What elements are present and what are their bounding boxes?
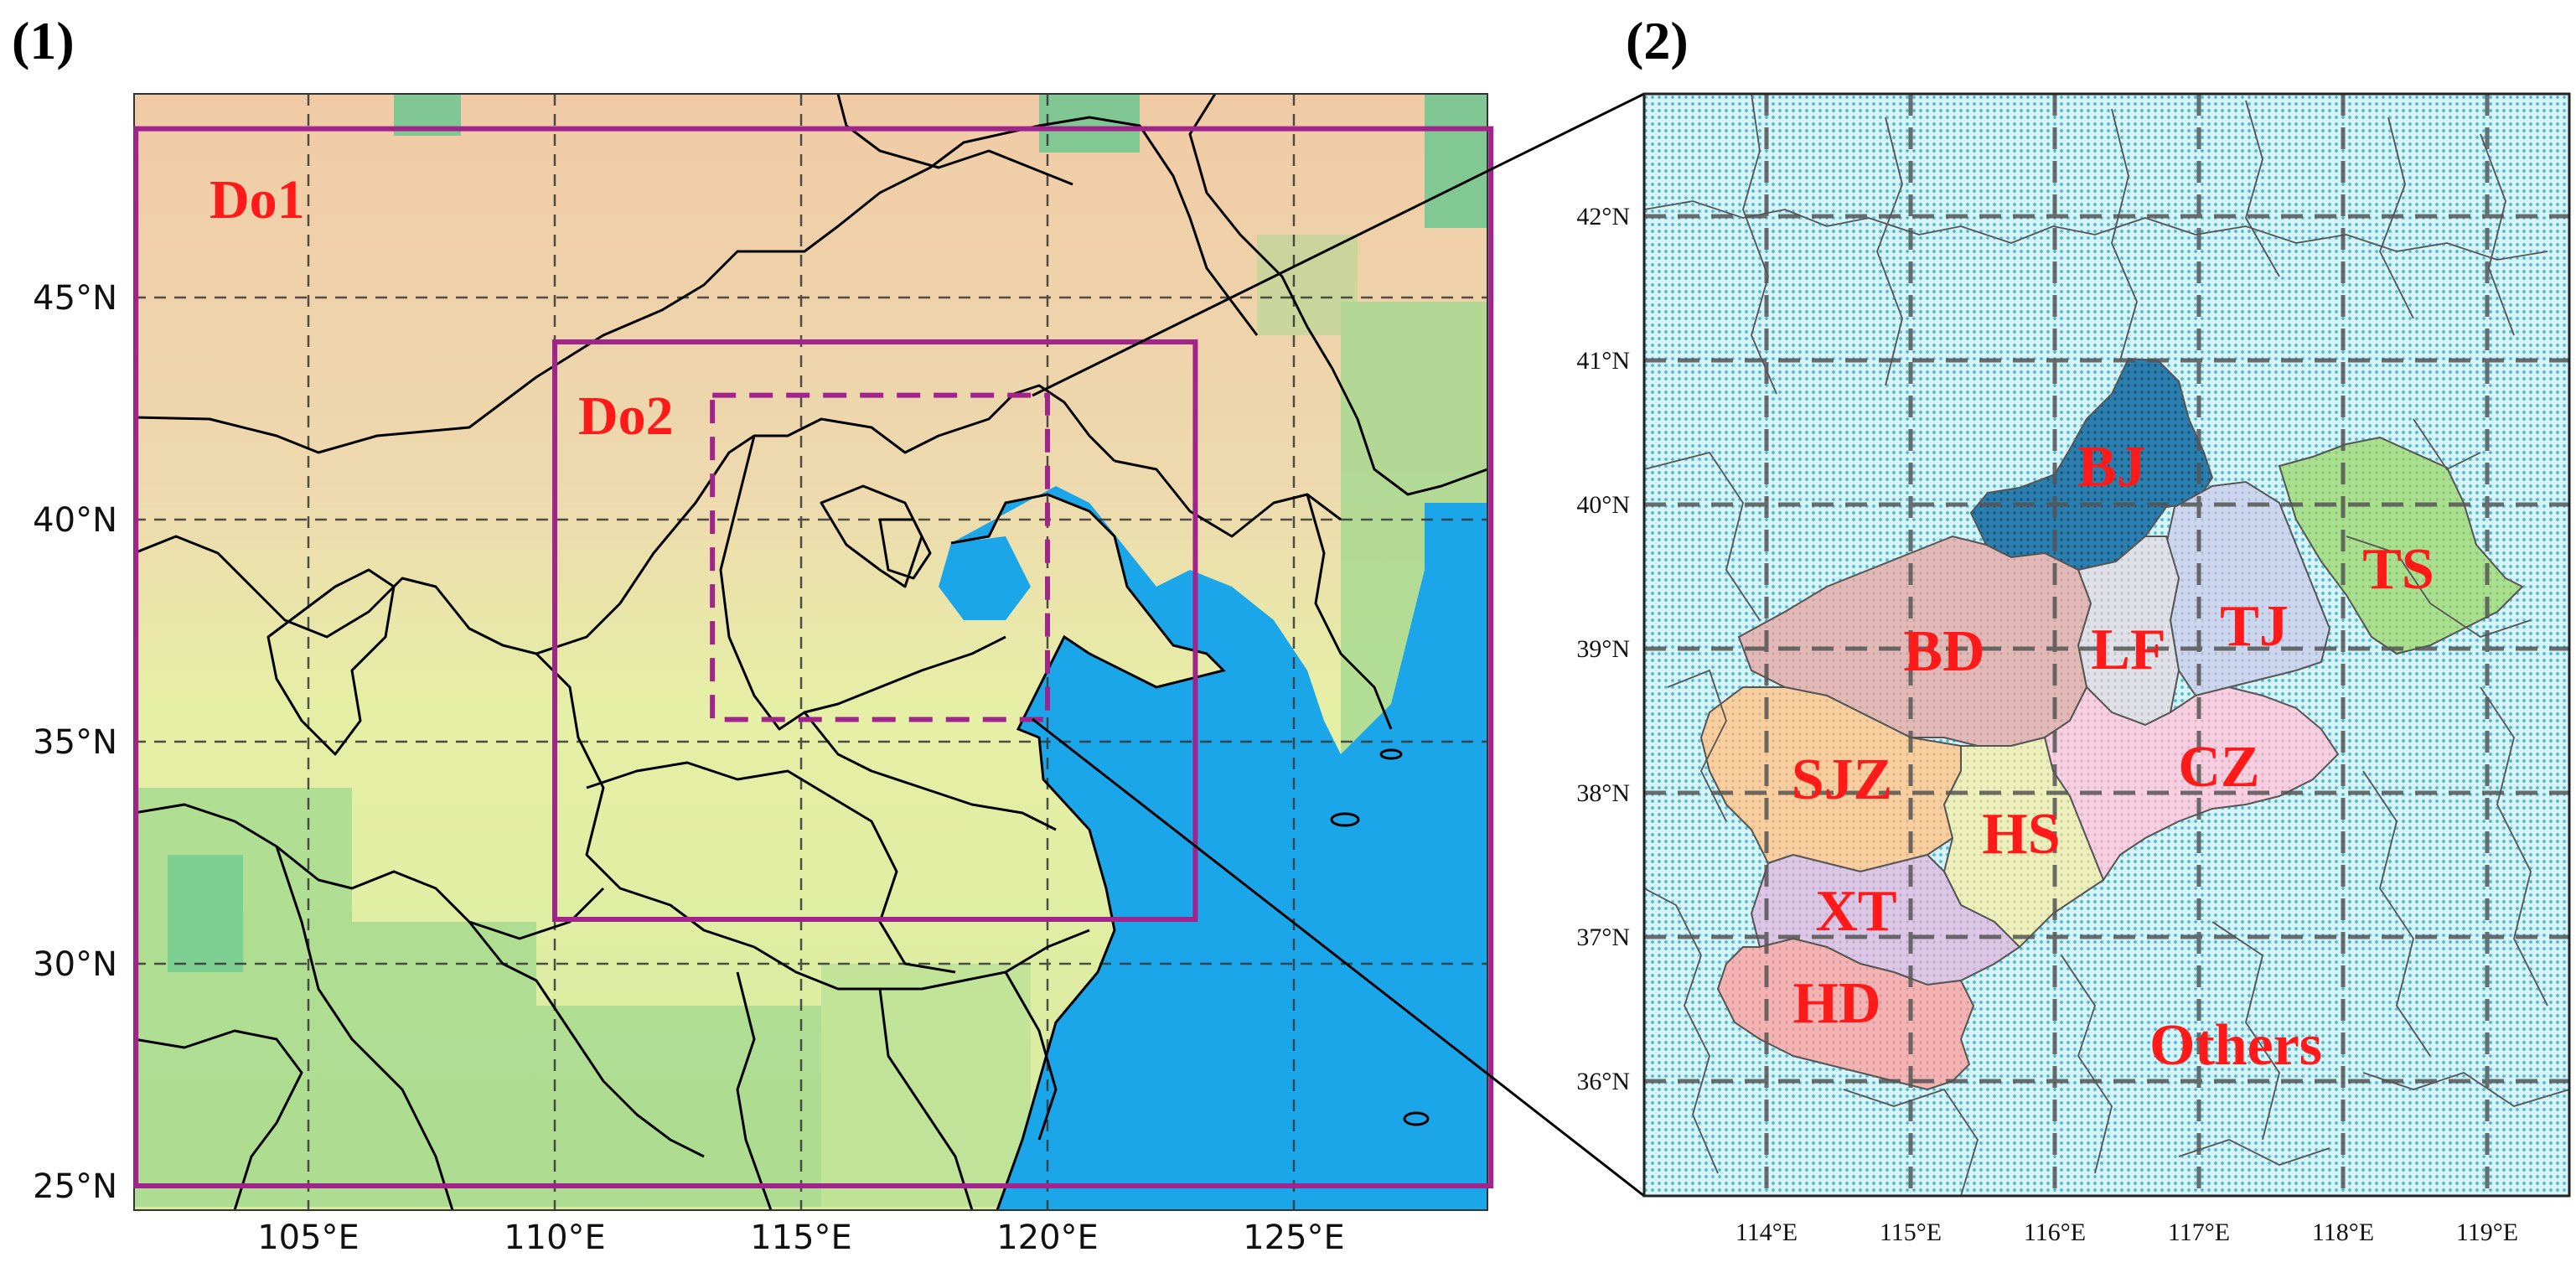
lat-tick-label: 36°N	[1576, 1068, 1630, 1095]
panel-2: (2)	[1576, 11, 2571, 1246]
vegetation-patches	[134, 94, 1487, 1207]
panel-1-map	[134, 94, 1487, 1210]
panel-2-label: (2)	[1626, 11, 1689, 70]
panel-1-tick-labels: 105°E 110°E 115°E 120°E 125°E 25°N 30°N 35°N 40°…	[33, 279, 1345, 1257]
lon-tick-label: 115°E	[750, 1219, 852, 1257]
domain-label-do2: Do2	[578, 386, 674, 447]
lon-tick-label: 125°E	[1243, 1219, 1345, 1257]
lon-tick-label: 118°E	[2312, 1219, 2374, 1246]
lon-tick-label: 119°E	[2456, 1219, 2518, 1246]
lat-tick-label: 39°N	[1576, 635, 1630, 663]
panel-1: (1)	[12, 11, 1494, 1257]
lat-tick-label: 41°N	[1576, 347, 1630, 375]
county-boundaries	[1644, 94, 2569, 1196]
lon-tick-label: 105°E	[257, 1219, 360, 1257]
sea-area	[951, 486, 1487, 1210]
lat-tick-label: 35°N	[33, 723, 117, 762]
region-labels: BJ TS TJ LF BD CZ SJZ HS XT HD Others	[1792, 435, 2434, 1078]
panel-2-graticule	[1644, 94, 2569, 1196]
panel-2-frame	[1642, 92, 2571, 1198]
lat-tick-label: 37°N	[1576, 924, 1630, 951]
lat-tick-label: 45°N	[33, 279, 117, 318]
region-label-tj: TJ	[2220, 594, 2289, 659]
zoom-connectors	[1032, 92, 1645, 1198]
lon-tick-label: 116°E	[2024, 1219, 2086, 1246]
region-label-bd: BD	[1903, 619, 1984, 684]
region-ts	[2278, 436, 2524, 655]
lon-tick-label: 120°E	[996, 1219, 1099, 1257]
panel-2-map	[1644, 94, 2569, 1196]
region-label-cz: CZ	[2178, 735, 2259, 800]
region-label-lf: LF	[2091, 618, 2165, 682]
panel-2-tick-labels: 114°E 115°E 116°E 117°E 118°E 119°E 36°N 37°N 38…	[1576, 203, 2518, 1246]
domain-label-do1: Do1	[209, 169, 305, 230]
region-label-sjz: SJZ	[1792, 748, 1893, 812]
coastline	[950, 493, 1226, 1210]
region-label-bj: BJ	[2077, 435, 2146, 499]
lat-tick-label: 40°N	[33, 501, 117, 540]
region-label-others: Others	[2149, 1013, 2322, 1078]
lon-tick-label: 110°E	[504, 1219, 606, 1257]
lon-tick-label: 117°E	[2168, 1219, 2230, 1246]
domain-boxes: Do1 Do2	[133, 126, 1494, 1189]
region-label-xt: XT	[1815, 879, 1896, 944]
lat-tick-label: 42°N	[1576, 203, 1630, 230]
islands	[1330, 748, 1430, 1126]
target-region-dashed-box	[710, 392, 1050, 722]
region-hs	[1942, 736, 2105, 949]
lon-tick-label: 114°E	[1735, 1219, 1798, 1246]
lat-tick-label: 30°N	[33, 945, 117, 984]
lon-tick-label: 115°E	[1880, 1219, 1942, 1246]
domain-box-2	[552, 339, 1198, 922]
lat-tick-label: 25°N	[33, 1167, 117, 1206]
lat-tick-label: 40°N	[1576, 491, 1630, 519]
region-label-hd: HD	[1793, 971, 1881, 1036]
region-label-hs: HS	[1982, 802, 2060, 867]
domain-box-1	[133, 126, 1494, 1189]
city-regions	[1699, 357, 2524, 1091]
region-label-ts: TS	[2362, 537, 2434, 602]
panel-1-label: (1)	[12, 11, 75, 70]
lat-tick-label: 38°N	[1576, 779, 1630, 807]
